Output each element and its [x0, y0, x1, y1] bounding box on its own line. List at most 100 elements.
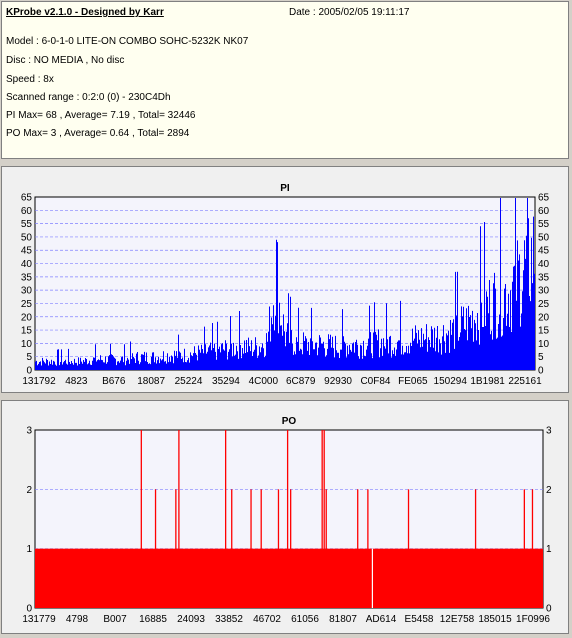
info-disc: Disc : NO MEDIA , No disc [6, 55, 125, 66]
pi-ytick-right: 25 [538, 299, 550, 310]
po-title: PO [282, 416, 297, 427]
po-xtick-label: 4798 [66, 614, 89, 625]
po-spike [290, 489, 292, 608]
po-xtick-label: 131779 [22, 614, 56, 625]
po-xtick-label: 24093 [177, 614, 205, 625]
po-spike [523, 489, 525, 608]
po-ytick-right: 3 [546, 426, 552, 437]
pi-ytick-right: 5 [538, 352, 544, 363]
po-spike [260, 489, 262, 608]
pi-xtick-label: 4823 [65, 376, 88, 387]
pi-ytick-left: 35 [21, 272, 33, 283]
info-po-stats: PO Max= 3 , Average= 0.64 , Total= 2894 [6, 128, 190, 139]
pi-ytick-right: 65 [538, 193, 550, 204]
pi-ytick-right: 15 [538, 326, 550, 337]
pi-ytick-right: 50 [538, 232, 550, 243]
pi-ytick-left: 20 [21, 312, 33, 323]
pi-ytick-right: 45 [538, 246, 550, 257]
pi-ytick-right: 40 [538, 259, 550, 270]
po-spike [367, 489, 369, 608]
pi-ytick-left: 25 [21, 299, 33, 310]
pi-xtick-label: 150294 [434, 376, 468, 387]
po-xtick-label: AD614 [366, 614, 397, 625]
po-spike [531, 489, 534, 608]
po-spike [140, 430, 142, 608]
pi-ytick-right: 20 [538, 312, 550, 323]
po-spike [407, 489, 410, 608]
pi-xtick-label: 35294 [212, 376, 240, 387]
pi-xtick-label: 131792 [22, 376, 56, 387]
po-xtick-label: 12E758 [440, 614, 475, 625]
po-xtick-label: 46702 [253, 614, 281, 625]
pi-ytick-left: 5 [26, 352, 32, 363]
pi-ytick-right: 0 [538, 366, 544, 377]
po-xtick-label: B007 [103, 614, 127, 625]
info-speed: Speed : 8x [6, 74, 54, 85]
po-xtick-label: 16885 [139, 614, 167, 625]
po-spike [250, 489, 252, 608]
po-spike [321, 430, 323, 608]
pi-bars [35, 198, 535, 370]
po-ytick-right: 1 [546, 544, 552, 555]
po-chart-panel: 0 0 1 1 2 2 3 3 131779 4798 B007 16885 24093 33852 467… [1, 400, 569, 634]
info-panel: KProbe v2.1.0 - Designed by Karr Date : … [1, 1, 569, 159]
pi-xtick-label: FE065 [398, 376, 428, 387]
po-spike [357, 489, 359, 608]
pi-ytick-left: 55 [21, 219, 33, 230]
pi-xtick-label: 225161 [508, 376, 542, 387]
pi-xtick-label: B676 [102, 376, 126, 387]
po-ytick-left: 3 [26, 426, 32, 437]
pi-ytick-left: 65 [21, 193, 33, 204]
po-ytick-right: 0 [546, 604, 552, 615]
pi-chart-panel: 0 0 5 5 10 10 15 15 20 20 25 25 30 30 35 35 40 40 45 45 50 50… [1, 166, 569, 393]
pi-ytick-left: 10 [21, 339, 33, 350]
pi-ytick-left: 45 [21, 246, 33, 257]
scan-date: Date : 2005/02/05 19:11:17 [289, 7, 410, 18]
po-ytick-right: 2 [546, 485, 552, 496]
info-model: Model : 6-0-1-0 LITE-ON COMBO SOHC-5232K… [6, 36, 249, 47]
po-ytick-left: 2 [26, 485, 32, 496]
po-ytick-left: 1 [26, 544, 32, 555]
pi-ytick-left: 40 [21, 259, 33, 270]
po-spike [154, 489, 157, 608]
po-spike [286, 430, 289, 608]
pi-title: PI [280, 183, 290, 194]
pi-xtick-label: C0F84 [360, 376, 390, 387]
po-spike [277, 489, 280, 608]
po-xtick-label: E5458 [405, 614, 434, 625]
po-spike [224, 430, 227, 608]
po-spike [474, 489, 477, 608]
po-xtick-label: 1F0996 [516, 614, 550, 625]
po-xtick-label: 185015 [478, 614, 512, 625]
pi-xtick-label: 18087 [137, 376, 165, 387]
po-spike [231, 489, 233, 608]
po-xtick-label: 81807 [329, 614, 357, 625]
pi-ytick-right: 10 [538, 339, 550, 350]
app-title: KProbe v2.1.0 - Designed by Karr [6, 7, 164, 18]
info-range: Scanned range : 0:2:0 (0) - 230C4Dh [6, 92, 171, 103]
po-xtick-label: 33852 [215, 614, 243, 625]
pi-xtick-label: 6C879 [286, 376, 316, 387]
pi-ytick-left: 50 [21, 232, 33, 243]
pi-xtick-label: 4C000 [249, 376, 279, 387]
po-spike [325, 489, 327, 608]
pi-xtick-label: 92930 [324, 376, 352, 387]
pi-ytick-left: 15 [21, 326, 33, 337]
pi-ytick-right: 55 [538, 219, 550, 230]
pi-ytick-right: 30 [538, 286, 550, 297]
pi-ytick-left: 60 [21, 206, 33, 217]
pi-ytick-right: 35 [538, 272, 550, 283]
po-baseline-fill [35, 548, 543, 608]
po-chart: 0 0 1 1 2 2 3 3 131779 4798 B007 16885 24093 33852 467… [22, 416, 552, 625]
pi-ytick-right: 60 [538, 206, 550, 217]
info-pi-stats: PI Max= 68 , Average= 7.19 , Total= 3244… [6, 110, 196, 121]
po-spike [178, 430, 180, 608]
po-spike [175, 489, 177, 608]
po-ytick-left: 0 [26, 604, 32, 615]
pi-xtick-label: 1B1981 [470, 376, 505, 387]
pi-ytick-left: 0 [26, 366, 32, 377]
po-xtick-label: 61056 [291, 614, 319, 625]
po-spike [323, 430, 325, 608]
pi-ytick-left: 30 [21, 286, 33, 297]
